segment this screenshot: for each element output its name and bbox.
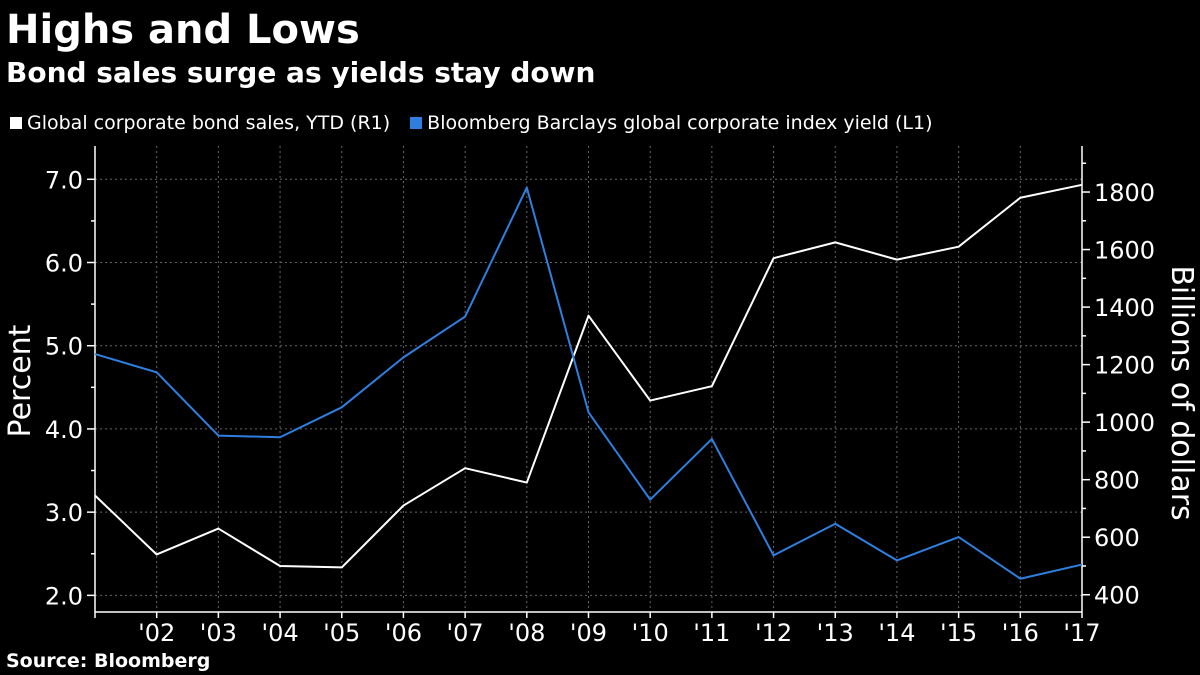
x-tick-label: '04 [261,619,298,647]
x-tick-label: '11 [693,619,730,647]
y-left-tick-label: 6.0 [45,250,83,278]
x-tick-label: '09 [570,619,607,647]
x-tick-label: '03 [200,619,237,647]
y-left-tick-label: 3.0 [45,499,83,527]
x-tick-label: '15 [940,619,977,647]
x-tick-label: '17 [1063,619,1100,647]
x-tick-label: '08 [508,619,545,647]
legend: Global corporate bond sales, YTD (R1) Bl… [10,110,953,136]
y-right-tick-label: 1800 [1094,179,1155,207]
y-left-tick-label: 2.0 [45,582,83,610]
y-left-tick-label: 4.0 [45,416,83,444]
y-left-axis-label: Percent [3,324,38,437]
legend-label-index-yield: Bloomberg Barclays global corporate inde… [427,112,933,134]
x-tick-label: '02 [138,619,175,647]
legend-swatch-blue [410,117,423,129]
y-right-tick-label: 800 [1094,467,1140,495]
x-tick-label: '06 [385,619,422,647]
chart-title: Highs and Lows [6,7,360,53]
x-tick-label: '13 [817,619,854,647]
x-tick-label: '05 [323,619,360,647]
x-tick-label: '10 [632,619,669,647]
source-note: Source: Bloomberg [6,650,211,672]
x-tick-label: '12 [755,619,792,647]
series-line-index-yield [94,186,1083,580]
y-right-tick-label: 1600 [1094,237,1155,265]
y-right-tick-label: 600 [1094,524,1140,552]
x-tick-label: '07 [447,619,484,647]
legend-item-bond-sales: Global corporate bond sales, YTD (R1) [10,110,390,136]
y-right-tick-label: 1400 [1094,294,1155,322]
x-tick-label: '14 [878,619,915,647]
y-left-tick-label: 5.0 [45,333,83,361]
legend-label-bond-sales: Global corporate bond sales, YTD (R1) [27,112,391,134]
y-left-tick-label: 7.0 [45,166,83,194]
y-right-tick-label: 400 [1094,582,1140,610]
y-right-axis-label: Billions of dollars [1164,265,1199,520]
y-right-tick-label: 1000 [1094,409,1155,437]
legend-swatch-white [10,117,22,129]
chart-subtitle: Bond sales surge as yields stay down [6,56,596,89]
y-right-tick-label: 1200 [1094,352,1155,380]
x-tick-label: '16 [1002,619,1039,647]
series-line-bond-sales [94,183,1083,569]
legend-item-index-yield: Bloomberg Barclays global corporate inde… [410,110,933,136]
